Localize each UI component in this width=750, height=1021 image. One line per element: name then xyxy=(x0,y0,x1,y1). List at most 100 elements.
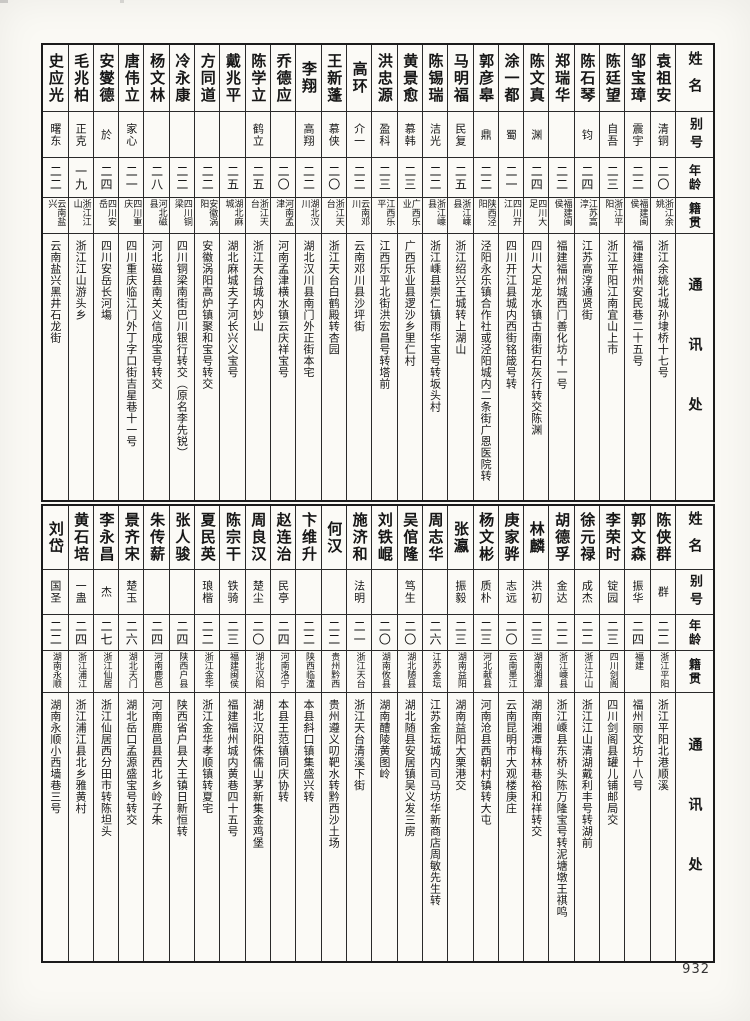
native-cell: 浙江天台 xyxy=(245,198,270,234)
person-column: 安燮德於二四 四川安岳 四川安岳长河塲 xyxy=(92,45,119,500)
addr-text: 浙江仙居西分田市转陈坦头 xyxy=(99,699,113,837)
addr-text: 浙江江山游头乡 xyxy=(74,240,88,321)
age-cell: 二二 xyxy=(422,158,448,198)
addr-text: 江西乐平北街洪宏昌号转塔前 xyxy=(377,240,391,390)
age-text: 二〇 xyxy=(655,164,670,191)
addr-text: 浙江余姚北城孙埭桥十七号 xyxy=(656,240,670,378)
native-cell: 四川剑阁 xyxy=(600,651,625,693)
age-text: 二二 xyxy=(352,164,367,191)
name-cell: 卞维升 xyxy=(296,506,321,570)
native-cell: 福建 xyxy=(625,651,650,693)
name-text: 史应光 xyxy=(46,52,65,104)
native-text: 浙江仙居 xyxy=(101,652,112,688)
age-text: 二二 xyxy=(174,164,189,191)
person-column: 杨文彬 质朴 二三 河北献县 河南沧县西朝村镇转大屯 xyxy=(472,506,498,961)
name-cell: 景齐宋 xyxy=(119,506,144,570)
name-text: 马明福 xyxy=(451,52,470,104)
name-text: 李永昌 xyxy=(97,512,116,563)
name-text: 杨文林 xyxy=(148,52,167,104)
person-column: 何汉 二二 贵州黔西 贵州遵义叨靶水转黔西沙土场 xyxy=(320,506,346,961)
addr-text: 云南昆明市大观楼庚庄 xyxy=(504,699,518,814)
name-cell: 周志华 xyxy=(422,506,448,570)
column-header-alias-cell: 别号 xyxy=(676,570,713,615)
name-cell: 张人骏 xyxy=(169,506,195,570)
alias-text: 自吾 xyxy=(605,122,619,147)
addr-cell: 湖南湘潭梅林巷裕和祥转交 xyxy=(524,693,548,961)
native-cell: 云南邓川 xyxy=(346,198,372,234)
age-text: 二〇 xyxy=(326,164,341,191)
addr-text: 云南邓川县沙坪街 xyxy=(352,240,366,332)
addr-text: 广西乐业县逻沙乡里仁村 xyxy=(403,240,417,367)
age-cell: 二二 xyxy=(43,158,68,198)
age-text: 二四 xyxy=(630,619,645,646)
person-column: 史应光 曙东 二二 云南盐兴 云南盐兴黑井石龙街 xyxy=(43,45,68,500)
native-text: 湖南永顺 xyxy=(50,652,61,688)
alias-cell: 锭园 xyxy=(600,570,625,615)
name-text: 高环 xyxy=(350,61,369,95)
native-text: 安徽涡阳 xyxy=(198,199,218,226)
age-text: 二四 xyxy=(73,619,88,646)
addr-text: 本县斜口镇集盛兴转 xyxy=(301,699,315,803)
addr-cell: 江苏高淳通贤街 xyxy=(575,234,599,500)
alias-text: 金达 xyxy=(555,580,569,604)
age-cell: 二五 xyxy=(448,158,473,198)
native-cell: 浙江江山 xyxy=(68,198,93,234)
name-text: 郑瑞华 xyxy=(553,52,572,104)
alias-text: 清铜 xyxy=(656,122,670,147)
age-text: 二四 xyxy=(579,164,594,191)
alias-cell: 慕韩 xyxy=(397,112,422,158)
age-cell: 二六 xyxy=(119,615,144,651)
native-cell: 云南盐兴 xyxy=(43,198,68,234)
native-text: 浙江金华 xyxy=(202,652,213,688)
age-cell: 二四 xyxy=(93,158,119,198)
native-cell: 广西乐业 xyxy=(397,198,422,234)
person-column: 吴倌隆 笃生 二〇 湖北随县 湖北随县安居镇吴义发三房 xyxy=(396,506,422,961)
name-text: 陈廷望 xyxy=(603,52,622,104)
age-cell: 二四 xyxy=(144,615,169,651)
age-text: 二〇 xyxy=(503,619,518,646)
column-header-contact-cell: 通讯处 xyxy=(676,693,713,961)
age-text: 二三 xyxy=(605,164,620,191)
person-column: 郭文森 振华 二四 福建 福州丽文坊十八号 xyxy=(624,506,650,961)
alias-cell: 志远 xyxy=(498,570,524,615)
person-column: 夏民英 琅楷 二二 浙江金华 浙江金华孝顺镇转夏宅 xyxy=(194,506,220,961)
native-text: 浙江平阳 xyxy=(658,652,669,688)
addr-cell: 浙江天台白鹤殿转杏园 xyxy=(322,234,346,500)
native-cell: 陕西泾阳 xyxy=(473,198,498,234)
native-cell: 湖北天门 xyxy=(119,651,144,693)
column-header-native: 籍贯 xyxy=(687,201,702,230)
age-cell: 二五 xyxy=(245,158,270,198)
native-cell: 安徽涡阳 xyxy=(195,198,220,234)
native-text: 湖北麻城 xyxy=(223,199,243,226)
person-column: 林麟 洪初 二三 湖南湘潭 湖南湘潭梅林巷裕和祥转交 xyxy=(523,506,549,961)
alias-text: 杰 xyxy=(99,586,113,598)
person-column: 陈文真渊二四 四川大足 四川大足龙水镇古南街石灰行转交陈渊 xyxy=(523,45,549,500)
name-cell: 黄景愈 xyxy=(397,45,422,112)
person-column: 郭彦皋鼎二二 陕西泾阳 泾阳永乐镇合作社或泾阳城内二条街广恩医院转 xyxy=(472,45,498,500)
addr-cell: 四川剑阁县罐儿铺邮局交 xyxy=(600,693,624,961)
addr-cell: 安徽涡阳高炉镇聚和宝号转交 xyxy=(195,234,219,500)
name-cell: 徐元禄 xyxy=(574,506,600,570)
age-cell: 二四 xyxy=(169,615,195,651)
name-text: 徐元禄 xyxy=(578,512,597,563)
column-header-native: 籍贯 xyxy=(687,657,702,686)
name-cell: 刘岱 xyxy=(43,506,68,570)
alias-cell: 民亭 xyxy=(271,570,296,615)
native-cell: 江西乐平 xyxy=(372,198,397,234)
native-cell: 湖南永顺 xyxy=(43,651,68,693)
alias-cell xyxy=(372,570,397,615)
addr-cell: 陕西省户县大王镇日新恒转 xyxy=(170,693,194,961)
alias-cell xyxy=(169,570,195,615)
person-column: 涂一都蜀二一 四川开江 四川开江县城内西街铭箴号转 xyxy=(497,45,524,500)
person-column: 陈侠群群二二 浙江平阳 浙江平阳北港顺溪 xyxy=(649,506,675,961)
native-text: 陕西临潼 xyxy=(303,652,314,688)
addr-cell: 河南孟津横水镇云庆祥宝号 xyxy=(271,234,295,500)
name-text: 乔德应 xyxy=(274,52,293,104)
name-cell: 李永昌 xyxy=(93,506,119,570)
addr-text: 湖北随县安居镇吴义发三房 xyxy=(403,699,417,837)
age-cell: 二二 xyxy=(346,158,372,198)
age-cell: 二〇 xyxy=(321,158,346,198)
addr-text: 浙江浦江县北乡雅黄村 xyxy=(74,699,88,814)
name-text: 毛兆柏 xyxy=(72,52,91,104)
age-text: 二八 xyxy=(149,164,164,191)
